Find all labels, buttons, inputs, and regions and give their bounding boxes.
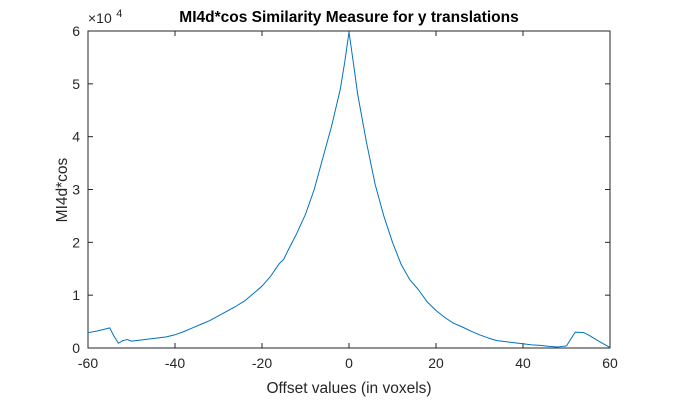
x-tick-label: -20	[252, 355, 272, 371]
x-tick-label: 60	[602, 355, 618, 371]
y-tick-label: 2	[72, 234, 80, 250]
series-lines	[87, 31, 611, 348]
y-tick-label: 4	[72, 129, 80, 145]
y-tick-label: 3	[72, 182, 80, 198]
chart-title: MI4d*cos Similarity Measure for y transl…	[179, 9, 518, 26]
plot-area	[87, 30, 611, 349]
x-tick-label: -60	[78, 355, 98, 371]
x-tick-label: 40	[515, 355, 531, 371]
x-tick-label: 20	[428, 355, 444, 371]
y-tick-label: 1	[72, 287, 80, 303]
y-axis-exponent-power: 4	[116, 8, 122, 20]
x-axis-label: Offset values (in voxels)	[266, 380, 431, 397]
series-line	[87, 31, 611, 348]
y-tick-label: 0	[72, 340, 80, 356]
x-tick-label: 0	[345, 355, 353, 371]
x-tick-label: -40	[165, 355, 185, 371]
y-axis-exponent: ×10 4	[88, 8, 122, 27]
y-axis-exponent-base: ×10	[88, 10, 112, 26]
y-tick-label: 6	[72, 23, 80, 39]
y-tick-label: 5	[72, 76, 80, 92]
y-axis-label: MI4d*cos	[54, 157, 71, 222]
